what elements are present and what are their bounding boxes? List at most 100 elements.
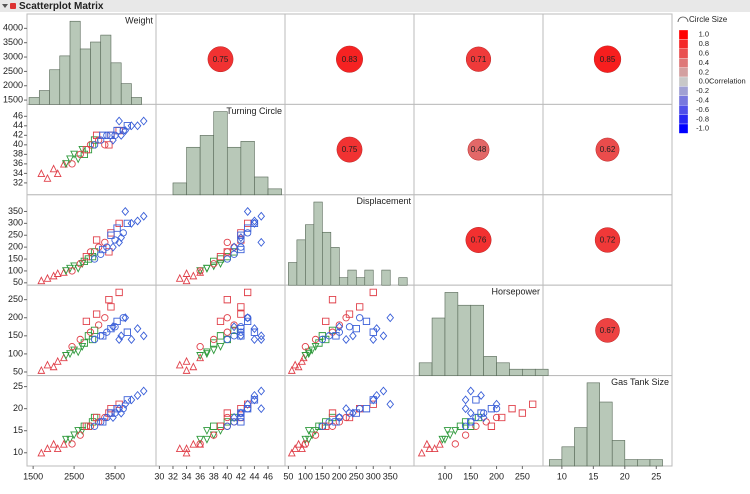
disclosure-icon[interactable] (2, 4, 8, 8)
x-tick-label: 30 (154, 471, 164, 481)
point (257, 211, 266, 221)
point (121, 399, 130, 409)
histogram-bar (649, 459, 663, 467)
histogram-bar (313, 201, 323, 286)
point (202, 427, 211, 435)
point (53, 444, 62, 453)
point (492, 405, 501, 413)
point (123, 328, 131, 336)
point (446, 431, 455, 440)
point (451, 440, 459, 448)
histogram-bar (574, 427, 588, 467)
y-tick-label: 1500 (3, 94, 23, 104)
y-tick-label: 150 (8, 330, 23, 340)
histogram-bar (637, 459, 651, 467)
point (78, 145, 87, 154)
point (492, 399, 501, 409)
point (250, 328, 259, 336)
point (492, 413, 501, 422)
color-cell (678, 105, 689, 115)
y-tick-label: 15 (13, 425, 23, 435)
menu-icon[interactable] (10, 3, 16, 9)
point (113, 317, 121, 326)
histogram-bar (110, 62, 122, 105)
point (356, 303, 364, 311)
point (257, 334, 266, 344)
point (109, 412, 117, 422)
point (66, 350, 74, 359)
histogram-bar (355, 277, 366, 286)
histogram-bar (288, 262, 298, 286)
point (223, 255, 231, 263)
point (70, 150, 79, 159)
point (529, 400, 537, 408)
point (127, 395, 136, 405)
point (461, 422, 470, 430)
point (103, 131, 111, 139)
point (472, 413, 480, 422)
point (74, 155, 83, 164)
point (97, 136, 105, 144)
point (257, 237, 266, 247)
x-tick-label: 38 (209, 471, 219, 481)
point (117, 130, 125, 140)
color-cell (678, 123, 689, 134)
point (304, 350, 313, 359)
point (318, 422, 326, 430)
y-tick-label: 50 (13, 277, 23, 287)
histogram-bar (172, 182, 187, 196)
point (508, 405, 516, 413)
point (372, 324, 381, 334)
point (182, 356, 191, 365)
y-tick-label: 38 (13, 149, 23, 159)
point (182, 276, 191, 285)
point (472, 422, 480, 430)
correlation-label: 0.67 (600, 326, 616, 335)
point (76, 431, 84, 439)
point (37, 365, 46, 374)
y-tick-label: 300 (8, 218, 23, 228)
point (68, 343, 76, 351)
correlation-circle (465, 46, 492, 72)
point (105, 141, 113, 149)
point (308, 346, 317, 355)
point (301, 440, 310, 448)
point (99, 418, 107, 426)
legend-tick-label: -0.2 (696, 86, 709, 95)
y-tick-label: 200 (8, 312, 23, 322)
point (216, 260, 225, 268)
point (113, 224, 121, 232)
point (43, 173, 52, 182)
point (107, 131, 115, 139)
point (86, 141, 95, 149)
point (244, 405, 252, 413)
histogram-bar (296, 239, 306, 286)
point (90, 326, 99, 335)
point (223, 409, 231, 417)
point (82, 253, 91, 261)
color-cell (678, 86, 689, 96)
point (369, 334, 378, 344)
point (237, 331, 245, 341)
point (308, 431, 317, 440)
legend-tick-label: 0.6 (699, 48, 709, 57)
legend-tick-label: -1.0 (696, 124, 709, 133)
x-tick-label: 100 (437, 471, 452, 481)
y-tick-label: 150 (8, 253, 23, 263)
point (78, 427, 87, 435)
point (133, 121, 142, 131)
histogram-bar (226, 146, 242, 196)
point (304, 435, 313, 444)
point (107, 231, 115, 239)
legend-tick-label: -0.6 (696, 105, 709, 114)
point (237, 236, 245, 244)
point (335, 412, 344, 422)
point (107, 409, 115, 417)
point (59, 159, 68, 168)
point (43, 360, 52, 369)
y-tick-label: 10 (13, 447, 23, 457)
y-tick-label: 350 (8, 206, 23, 216)
point (386, 399, 395, 409)
histogram-bar (267, 188, 282, 196)
histogram-bar (398, 277, 408, 286)
